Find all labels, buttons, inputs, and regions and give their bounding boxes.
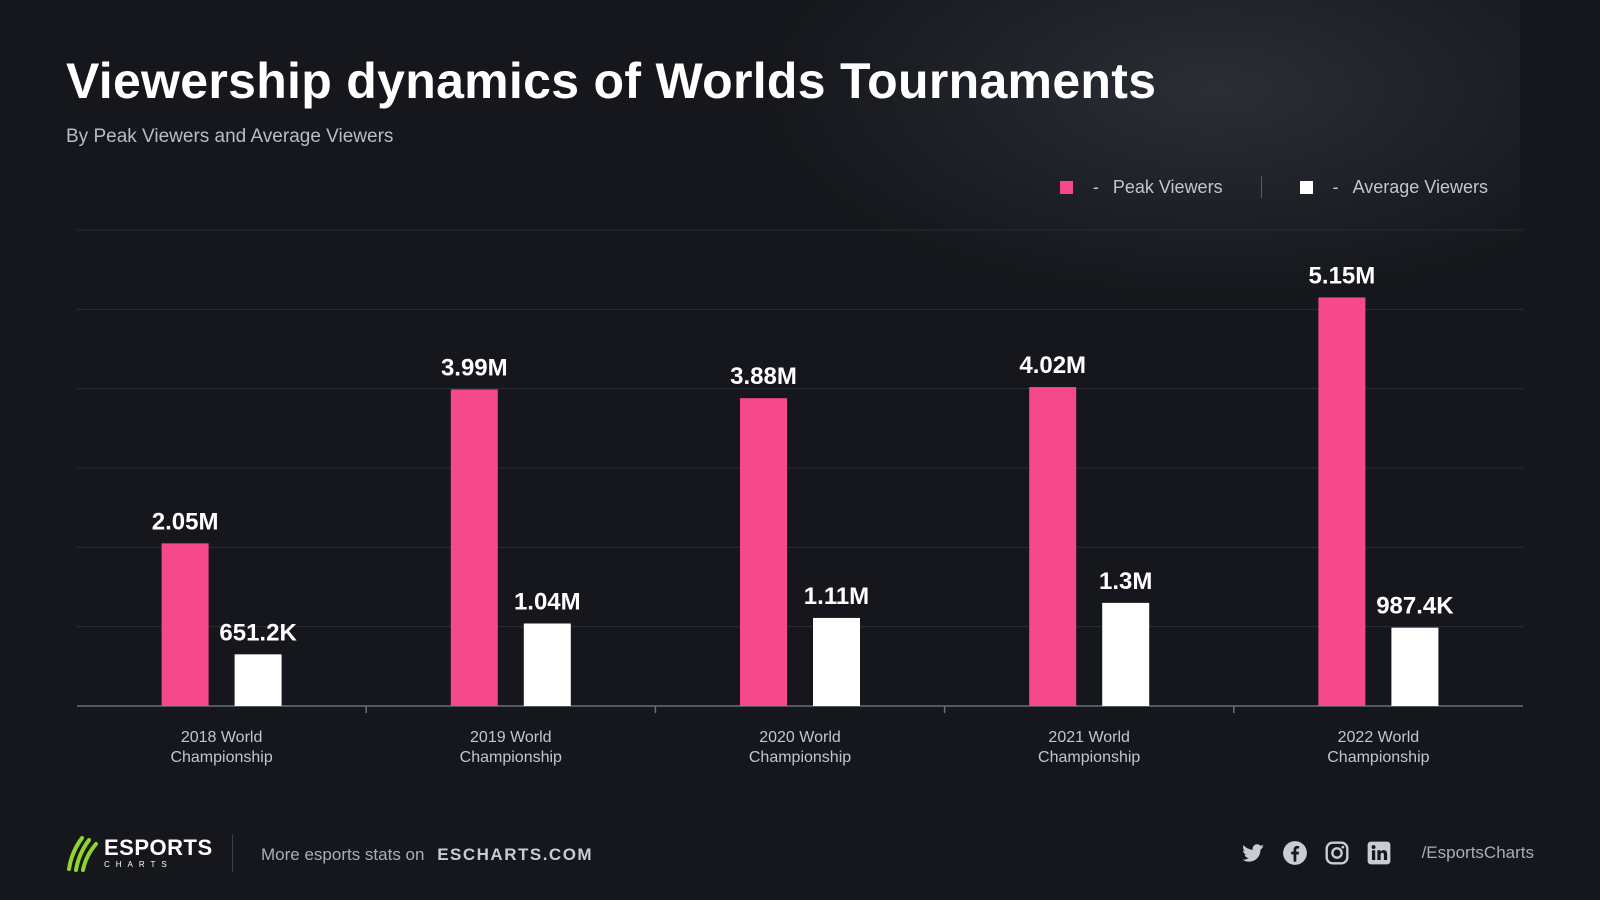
x-tick-label: 2022 World Championship [1327, 729, 1429, 766]
chart-title: Viewership dynamics of Worlds Tournament… [66, 53, 1157, 109]
bar-peak-viewers [1318, 297, 1366, 706]
data-label-peak: 4.02M [1019, 352, 1086, 379]
footer-more-stats: More esports stats on ESCHARTS.COM [261, 845, 593, 865]
twitter-icon[interactable] [1240, 840, 1266, 866]
bar-average-viewers [813, 617, 860, 706]
bar-peak-viewers [740, 398, 787, 706]
x-tick-label-line: Championship [1327, 749, 1429, 766]
data-label-average: 1.04M [514, 588, 581, 615]
x-tick-label-line: Championship [170, 749, 272, 766]
x-tick-label-line: Championship [749, 749, 851, 766]
bar-chart: 2.05M 651.2K 2018 World Championship 3.99M 1.… [77, 229, 1523, 766]
legend-divider [1260, 176, 1262, 198]
legend-item-average: - Average Viewers [1299, 176, 1488, 198]
data-label-peak: 5.15M [1309, 262, 1376, 289]
x-tick-label: 2019 World Championship [460, 729, 562, 766]
x-tick-label: 2018 World Championship [170, 729, 272, 766]
legend-item-peak: - Peak Viewers [1059, 176, 1223, 198]
x-tick-label-line: Championship [1038, 749, 1140, 766]
linkedin-icon[interactable] [1366, 840, 1392, 866]
bar-peak-viewers [1029, 387, 1077, 706]
footer: ESPORTS CHARTS More esports stats on ESC… [66, 830, 1534, 880]
bar-average-viewers [523, 623, 571, 706]
legend-dash: - [1332, 176, 1339, 197]
data-label-average: 1.11M [804, 583, 869, 610]
logo-brand-text: ESPORTS [104, 835, 213, 860]
legend: - Peak Viewers - Average Viewers [1059, 176, 1488, 198]
bar-average-viewers [1391, 627, 1439, 706]
data-label-average: 1.3M [1099, 568, 1152, 595]
bar-average-viewers [234, 654, 282, 706]
legend-label-peak: Peak Viewers [1112, 176, 1223, 197]
esports-charts-logo[interactable]: ESPORTS CHARTS [66, 834, 213, 872]
x-tick-label-line: 2019 World [470, 729, 552, 746]
chart-subtitle: By Peak Viewers and Average Viewers [66, 126, 394, 147]
x-tick-label: 2020 World Championship [749, 729, 851, 766]
data-label-average: 987.4K [1376, 593, 1454, 620]
data-label-average: 651.2K [219, 619, 297, 646]
x-tick-label-line: 2021 World [1048, 729, 1130, 746]
bar-peak-viewers [450, 389, 498, 706]
footer-more-text: More esports stats on [261, 845, 425, 864]
footer-site-link[interactable]: ESCHARTS.COM [437, 845, 594, 864]
logo-brand-subtext: CHARTS [104, 860, 173, 869]
x-tick-label-line: 2020 World [759, 729, 841, 746]
legend-swatch-average [1299, 180, 1313, 194]
x-tick-label-line: Championship [460, 749, 562, 766]
data-label-peak: 3.88M [730, 363, 797, 390]
social-handle[interactable]: /EsportsCharts [1421, 843, 1534, 862]
legend-dash: - [1092, 176, 1099, 197]
footer-divider [232, 834, 233, 872]
social-links: /EsportsCharts [1224, 840, 1534, 866]
legend-swatch-peak [1059, 180, 1073, 194]
bar-average-viewers [1102, 602, 1150, 706]
x-tick-label: 2021 World Championship [1038, 729, 1140, 766]
data-label-peak: 2.05M [152, 508, 219, 535]
facebook-icon[interactable] [1282, 840, 1308, 866]
bar-peak-viewers [161, 543, 209, 706]
x-tick-label-line: 2022 World [1338, 729, 1420, 746]
esports-charts-logo-icon [67, 836, 98, 872]
legend-label-average: Average Viewers [1352, 176, 1488, 197]
x-tick-label-line: 2018 World [181, 729, 263, 746]
data-label-peak: 3.99M [441, 354, 508, 381]
instagram-icon[interactable] [1324, 840, 1350, 866]
